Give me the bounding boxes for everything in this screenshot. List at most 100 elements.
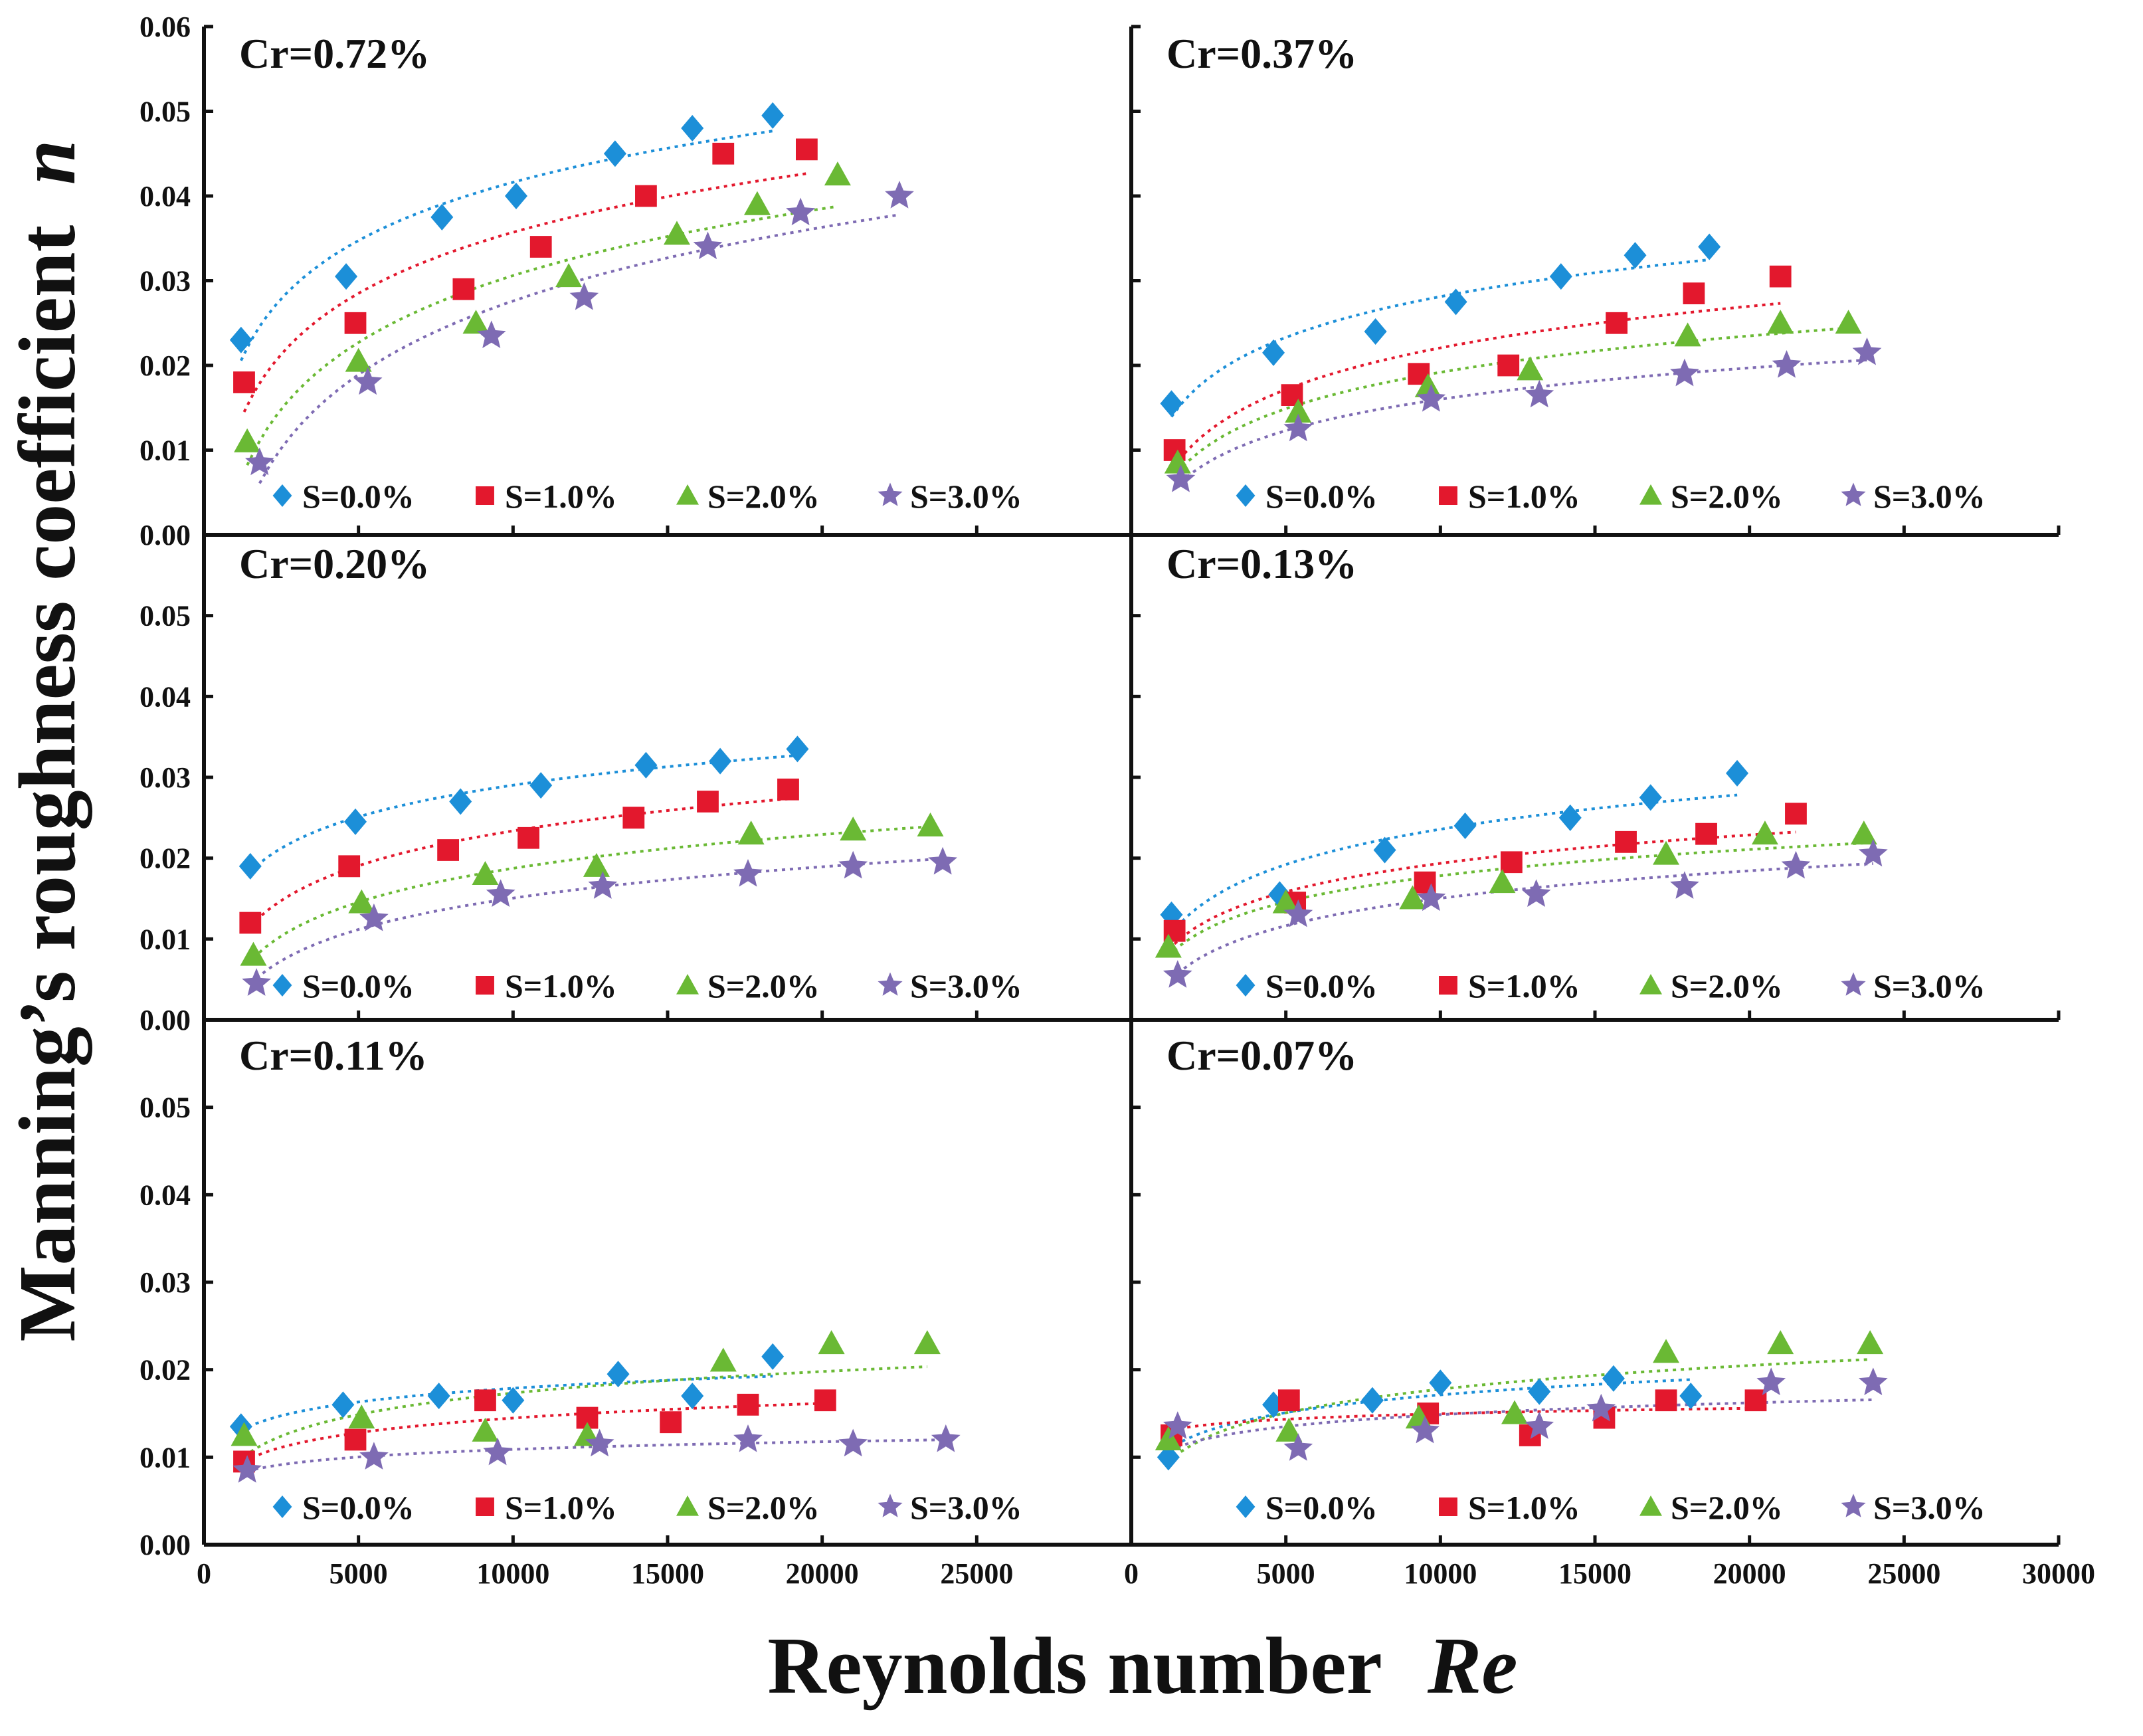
data-point-diamond — [634, 751, 658, 779]
data-point-diamond — [1639, 784, 1662, 811]
legend-marker — [1236, 974, 1256, 997]
data-point-diamond — [238, 852, 262, 880]
y-tick-label: 0.01 — [140, 1441, 191, 1474]
data-point-triangle — [1835, 310, 1862, 334]
data-point-star — [242, 968, 271, 996]
data-point-star — [1416, 883, 1446, 912]
panel-title: Cr=0.07% — [1166, 1032, 1357, 1079]
data-point-square — [338, 855, 361, 878]
legend-label: S=1.0% — [505, 478, 617, 515]
legend-label: S=2.0% — [1671, 478, 1783, 515]
data-point-diamond — [344, 808, 367, 835]
x-axis-title-text: Reynolds number — [767, 1621, 1380, 1711]
legend-label: S=0.0% — [302, 1489, 415, 1526]
data-point-star — [1772, 350, 1802, 378]
x-tick-label: 10000 — [1404, 1557, 1477, 1590]
y-tick-label: 0.02 — [140, 842, 191, 875]
data-point-square — [660, 1411, 682, 1434]
data-point-triangle — [917, 813, 944, 836]
trend-line — [1170, 793, 1738, 934]
legend-label: S=3.0% — [910, 967, 1022, 1005]
legend-label: S=0.0% — [302, 967, 415, 1005]
data-point-diamond — [1624, 242, 1647, 269]
trend-line — [1173, 830, 1796, 945]
data-point-star — [244, 447, 274, 476]
data-point-triangle — [348, 889, 375, 914]
data-point-star — [1410, 1415, 1440, 1444]
data-point-star — [1163, 960, 1192, 988]
y-tick-label: 0.06 — [140, 11, 191, 43]
data-point-star — [928, 846, 957, 875]
data-point-diamond — [1453, 813, 1477, 839]
legend-marker — [476, 1497, 494, 1516]
y-tick-label: 0.04 — [140, 1179, 191, 1211]
data-point-star — [588, 871, 618, 899]
data-point-star — [359, 903, 389, 931]
data-point-diamond — [1373, 836, 1396, 864]
data-point-diamond — [1558, 804, 1582, 831]
data-point-square — [1655, 1389, 1677, 1412]
data-point-star — [1166, 464, 1196, 492]
data-point-diamond — [761, 1343, 785, 1370]
data-point-triangle — [1850, 820, 1877, 845]
data-point-diamond — [335, 263, 358, 290]
data-point-triangle — [824, 161, 851, 186]
y-tick-label: 0.05 — [140, 1092, 191, 1124]
panels-layer: 0.00 0.01 0.02 0.03 0.04 0.05 0.06 Cr=0.72% S=0.… — [140, 11, 2095, 1590]
data-point-triangle — [345, 347, 372, 372]
legend-marker — [1439, 486, 1457, 505]
data-point-square — [737, 1393, 759, 1416]
data-point-star — [1416, 384, 1446, 412]
data-point-diamond — [1360, 1387, 1384, 1414]
data-point-triangle — [1155, 1426, 1182, 1450]
data-point-diamond — [1549, 263, 1572, 290]
data-point-diamond — [1429, 1369, 1452, 1397]
trend-line — [249, 754, 798, 873]
data-point-diamond — [1262, 339, 1285, 366]
x-tick-label: 5000 — [329, 1557, 388, 1590]
data-point-triangle — [743, 191, 771, 215]
trend-line — [258, 213, 900, 484]
data-point-triangle — [663, 221, 690, 245]
y-tick-label: 0.05 — [140, 600, 191, 632]
data-point-square — [344, 1428, 367, 1451]
y-tick-label: 0.00 — [140, 1004, 191, 1036]
data-point-triangle — [472, 861, 499, 885]
data-point-square — [814, 1389, 836, 1412]
data-point-star — [1670, 358, 1699, 387]
data-point-diamond — [1160, 390, 1183, 417]
data-point-triangle — [1164, 449, 1191, 474]
data-point-triangle — [1751, 820, 1778, 845]
panel-4: Cr=0.13% S=0.0% S=1.0% S=2.0% S=3.0% — [1129, 533, 2061, 1022]
data-point-square — [1769, 265, 1792, 288]
y-tick-label: 0.00 — [140, 1529, 191, 1561]
data-point-square — [1497, 354, 1520, 377]
panel-title: Cr=0.11% — [239, 1032, 428, 1079]
legend-label: S=1.0% — [1468, 1489, 1580, 1526]
trend-line — [1173, 302, 1781, 467]
data-point-star — [931, 1424, 961, 1452]
y-tick-label: 0.01 — [140, 923, 191, 955]
data-point-star — [1521, 879, 1551, 907]
legend-label: S=2.0% — [707, 967, 820, 1005]
data-point-star — [483, 1437, 512, 1466]
data-point-triangle — [1653, 840, 1680, 865]
legend-marker — [1236, 1495, 1256, 1518]
panel-title: Cr=0.13% — [1166, 540, 1357, 587]
x-tick-label: 30000 — [2022, 1557, 2095, 1590]
data-point-diamond — [1726, 759, 1749, 787]
data-point-star — [1852, 337, 1882, 365]
data-point-triangle — [1501, 1400, 1529, 1424]
data-point-diamond — [606, 1361, 630, 1388]
legend-label: S=0.0% — [302, 478, 415, 515]
legend-marker — [1236, 484, 1256, 507]
data-point-triangle — [348, 1404, 375, 1429]
x-tick-label: 15000 — [631, 1557, 704, 1590]
data-point-diamond — [1602, 1365, 1625, 1392]
x-tick-label: 15000 — [1558, 1557, 1631, 1590]
legend-marker — [272, 484, 292, 507]
data-point-diamond — [502, 1387, 525, 1414]
panel-1: 0.00 0.01 0.02 0.03 0.04 0.05 0.06 Cr=0.72% S=0.… — [140, 11, 1133, 551]
data-point-triangle — [1414, 373, 1442, 397]
